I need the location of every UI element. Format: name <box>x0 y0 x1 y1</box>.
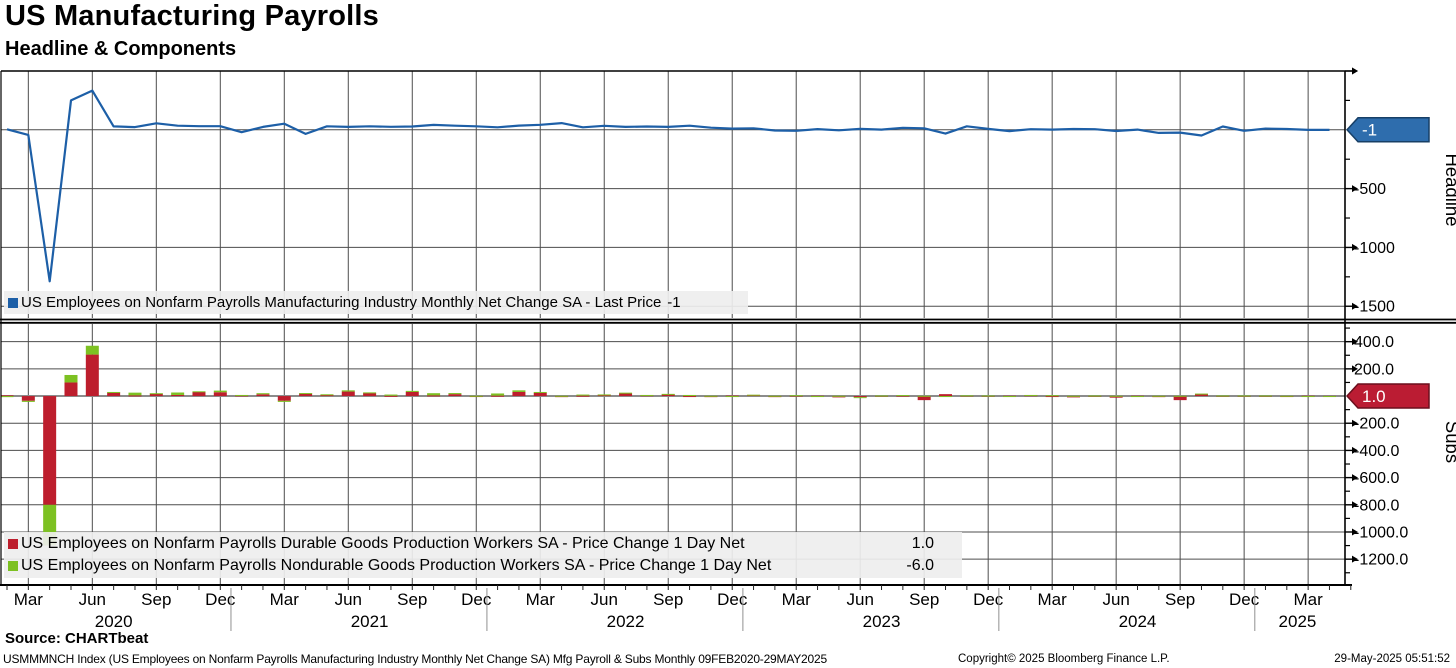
svg-text:Dec: Dec <box>717 590 748 609</box>
svg-text:1.0: 1.0 <box>1362 387 1386 406</box>
headline-legend-value: -1 <box>667 294 681 311</box>
timestamp: 29-May-2025 05:51:52 <box>1334 653 1450 665</box>
svg-text:-800.0: -800.0 <box>1354 497 1399 514</box>
svg-text:-1: -1 <box>1362 121 1377 140</box>
durable-legend-row[interactable]: US Employees on Nonfarm Payrolls Durable… <box>4 533 962 555</box>
svg-text:Sep: Sep <box>653 590 683 609</box>
headline-legend-label: US Employees on Nonfarm Payrolls Manufac… <box>21 294 662 311</box>
svg-text:Sep: Sep <box>1165 590 1195 609</box>
svg-text:-1000: -1000 <box>1354 240 1395 257</box>
headline-legend-row[interactable]: US Employees on Nonfarm Payrolls Manufac… <box>4 292 748 314</box>
svg-text:Sep: Sep <box>397 590 427 609</box>
legend-swatch-durable-icon <box>8 539 18 549</box>
svg-text:Mar: Mar <box>270 590 300 609</box>
durable-legend-label: US Employees on Nonfarm Payrolls Durable… <box>21 535 745 552</box>
svg-text:-1500: -1500 <box>1354 299 1395 316</box>
copyright-text: Copyright© 2025 Bloomberg Finance L.P. <box>958 653 1170 665</box>
svg-text:Dec: Dec <box>205 590 236 609</box>
svg-text:2021: 2021 <box>351 612 389 631</box>
svg-text:Jun: Jun <box>335 590 362 609</box>
svg-text:-500: -500 <box>1354 181 1386 198</box>
source-label: Source: CHARTbeat <box>5 630 149 647</box>
page-title: US Manufacturing Payrolls <box>5 0 380 32</box>
svg-text:2024: 2024 <box>1119 612 1157 631</box>
ticker-description: USMMMNCH Index (US Employees on Nonfarm … <box>3 652 827 666</box>
svg-text:Mar: Mar <box>526 590 556 609</box>
svg-text:-200.0: -200.0 <box>1354 416 1399 433</box>
legend-swatch-headline-icon <box>8 297 18 308</box>
svg-text:2025: 2025 <box>1279 612 1317 631</box>
nondurable-legend-label: US Employees on Nonfarm Payrolls Nondura… <box>21 557 772 574</box>
svg-text:Sep: Sep <box>909 590 939 609</box>
svg-text:Mar: Mar <box>782 590 812 609</box>
svg-text:Jun: Jun <box>1102 590 1129 609</box>
subs-legend: US Employees on Nonfarm Payrolls Durable… <box>4 532 962 578</box>
nondurable-legend-value: -6.0 <box>906 557 934 574</box>
svg-text:Mar: Mar <box>1038 590 1068 609</box>
svg-text:Mar: Mar <box>14 590 44 609</box>
svg-text:200.0: 200.0 <box>1354 361 1394 378</box>
durable-legend-value: 1.0 <box>911 535 934 552</box>
svg-text:-600.0: -600.0 <box>1354 470 1399 487</box>
svg-text:-1200.0: -1200.0 <box>1354 552 1408 569</box>
svg-text:Mar: Mar <box>1293 590 1323 609</box>
svg-text:Headline: Headline <box>1442 153 1456 226</box>
svg-text:Dec: Dec <box>1229 590 1260 609</box>
svg-text:Sep: Sep <box>141 590 171 609</box>
svg-text:2022: 2022 <box>607 612 645 631</box>
nondurable-legend-row[interactable]: US Employees on Nonfarm Payrolls Nondura… <box>4 555 962 577</box>
svg-text:2023: 2023 <box>863 612 901 631</box>
svg-text:-400.0: -400.0 <box>1354 443 1399 460</box>
svg-text:2020: 2020 <box>95 612 133 631</box>
svg-text:Jun: Jun <box>79 590 106 609</box>
svg-text:Subs: Subs <box>1442 421 1456 463</box>
svg-text:Dec: Dec <box>973 590 1004 609</box>
svg-text:400.0: 400.0 <box>1354 334 1394 351</box>
legend-swatch-nondurable-icon <box>8 561 18 571</box>
svg-text:Jun: Jun <box>591 590 618 609</box>
page-subtitle: Headline & Components <box>5 38 237 60</box>
svg-text:Jun: Jun <box>846 590 873 609</box>
headline-legend: US Employees on Nonfarm Payrolls Manufac… <box>4 291 748 314</box>
svg-text:Dec: Dec <box>461 590 492 609</box>
svg-text:-1000.0: -1000.0 <box>1354 524 1408 541</box>
